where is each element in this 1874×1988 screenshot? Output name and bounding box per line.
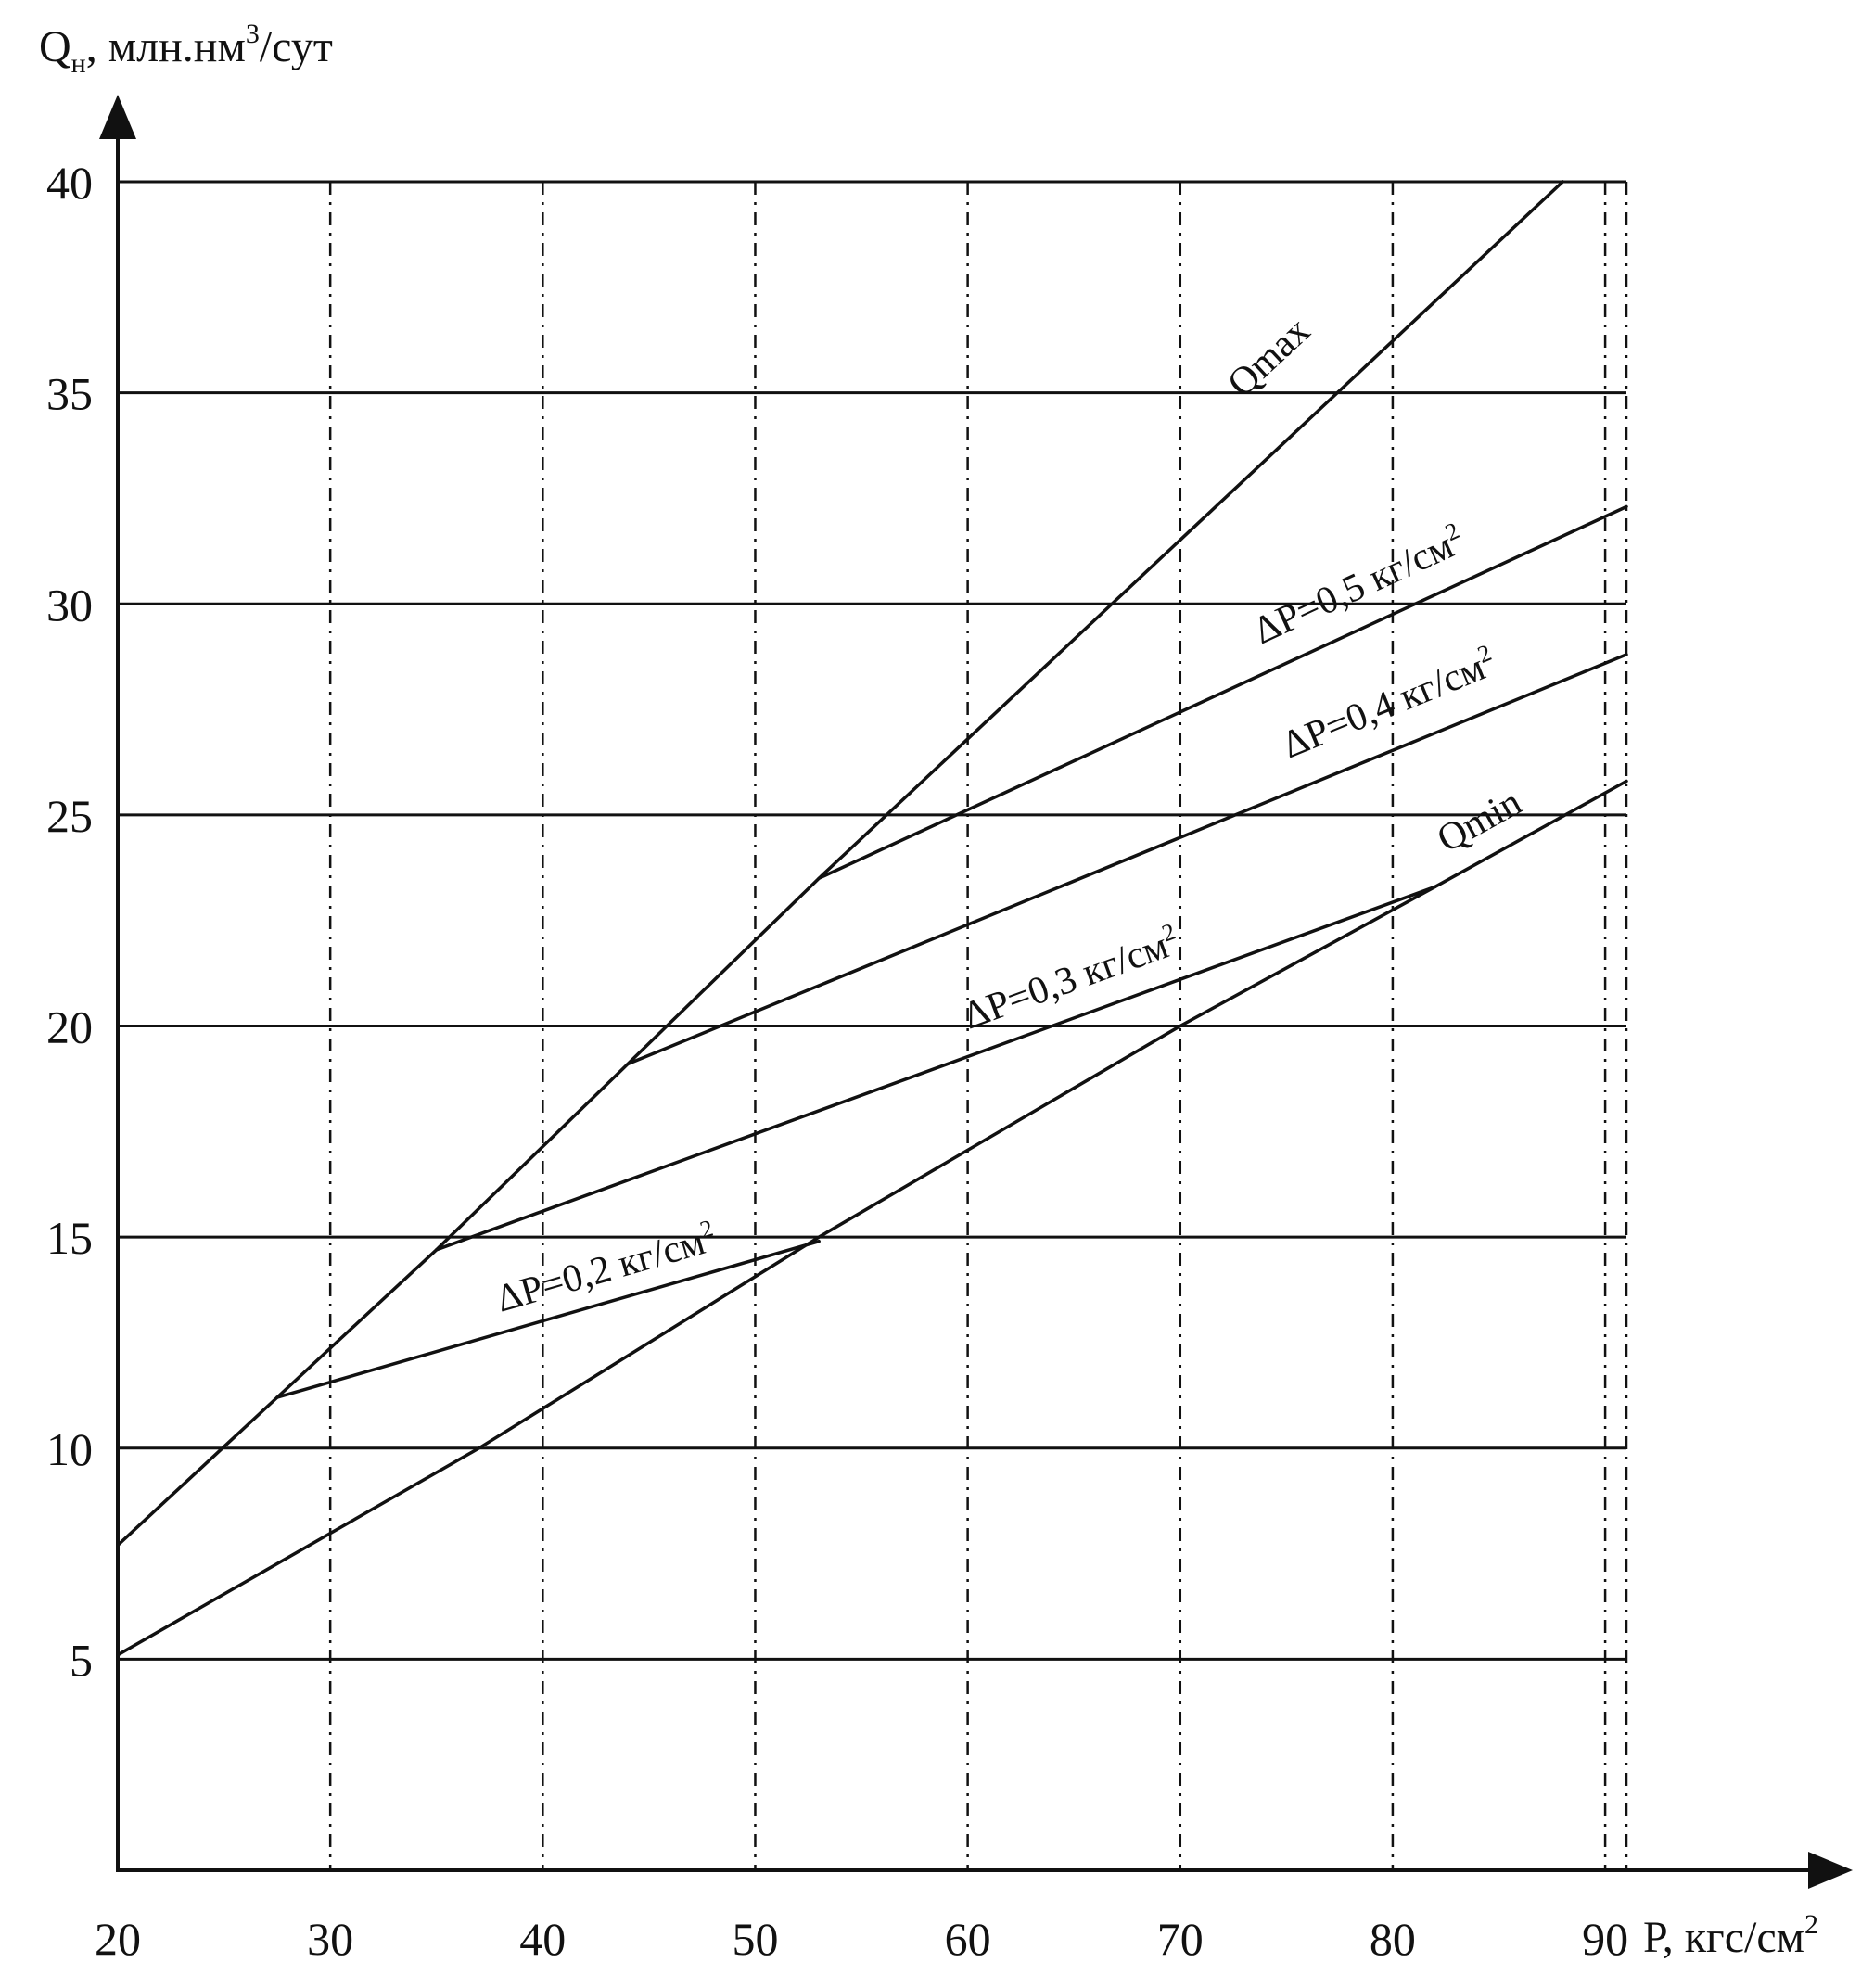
x-axis-title: Р, кгс/см2 (1643, 1909, 1818, 1962)
series-label-4: ΔP=0,4 кг/см2 (1275, 639, 1502, 767)
x-tick-label-5: 70 (1157, 1913, 1204, 1965)
y-tick-label-3: 20 (46, 1001, 93, 1053)
y-tick-label-6: 35 (46, 368, 93, 420)
y-tick-label-4: 25 (46, 790, 93, 842)
axes (99, 95, 1853, 1889)
series-line-3 (434, 885, 1437, 1252)
series-label-5: ΔP=0,5 кг/см2 (1246, 516, 1472, 653)
series-label-0: Qmax (1219, 310, 1318, 406)
x-tick-label-2: 40 (519, 1913, 566, 1965)
series-line-2 (275, 1239, 821, 1399)
y-tick-label-0: 5 (70, 1634, 93, 1686)
x-tick-label-7: 90 (1582, 1913, 1628, 1965)
y-tick-label-2: 15 (46, 1212, 93, 1264)
y-axis-title: Qн, млн.нм3/сут (39, 19, 333, 79)
series-line-0 (116, 180, 1565, 1548)
x-tick-label-0: 20 (95, 1913, 141, 1965)
y-tick-label-1: 10 (46, 1423, 93, 1475)
series-line-5 (817, 504, 1628, 880)
series-label-1: Qmin (1431, 781, 1529, 861)
grid (118, 180, 1628, 1870)
tick-labels: 5 10 15 20 25 30 35 40 20 30 40 50 60 70 80 90 (46, 157, 1628, 1965)
x-tick-label-6: 80 (1370, 1913, 1416, 1965)
series-line-4 (626, 653, 1628, 1066)
y-tick-label-7: 40 (46, 157, 93, 209)
y-tick-label-5: 30 (46, 579, 93, 631)
series-label-2: ΔP=0,2 кг/см2 (491, 1215, 721, 1321)
series-line-1 (116, 779, 1628, 1657)
x-tick-label-3: 50 (732, 1913, 778, 1965)
x-tick-label-4: 60 (945, 1913, 991, 1965)
plot-area (116, 180, 1628, 1657)
x-tick-label-1: 30 (307, 1913, 353, 1965)
